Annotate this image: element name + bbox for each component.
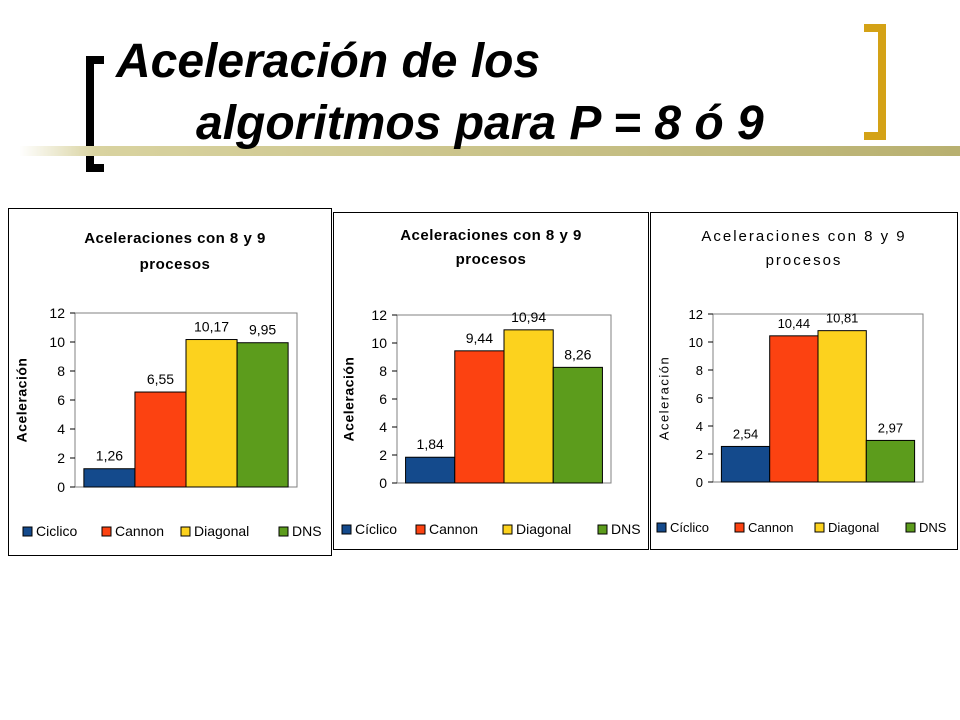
chart-3-data-label-2: 10,44	[778, 316, 811, 331]
chart-3-bar-2	[769, 335, 819, 483]
chart-1: Aceleraciones con 8 y 9 procesos 0 2 4 6 8 10 12…	[8, 208, 332, 556]
chart-3-y-tick-label: 10	[689, 335, 703, 350]
chart-2-bar-2	[454, 350, 505, 484]
chart-2-legend-label-2: Cannon	[429, 521, 478, 537]
chart-2-data-label-2: 9,44	[466, 330, 493, 346]
left-bracket-decoration	[86, 56, 104, 172]
right-bracket-decoration	[864, 24, 886, 140]
chart-1-title-line-2: procesos	[140, 256, 211, 273]
chart-3-y-tick-label: 0	[696, 475, 703, 490]
chart-2-title-line-1: Aceleraciones con 8 y 9	[400, 227, 582, 244]
chart-3-bar-3	[817, 330, 867, 483]
chart-1-legend-swatch-1	[22, 526, 33, 537]
chart-1-bar-2	[134, 391, 187, 488]
chart-3-y-tick-label: 6	[696, 391, 703, 406]
chart-1-y-tick-label: 6	[57, 392, 65, 408]
chart-3-legend-swatch-1	[656, 522, 667, 533]
chart-2-data-label-3: 10,94	[511, 309, 546, 325]
chart-2-legend-label-4: DNS	[611, 521, 641, 537]
chart-1-title-line-1: Aceleraciones con 8 y 9	[84, 230, 266, 247]
chart-2-y-tick-label: 4	[379, 419, 387, 435]
chart-1-y-tick-label: 2	[57, 450, 65, 466]
chart-2-title-line-2: procesos	[456, 251, 527, 268]
chart-3-data-label-4: 2,97	[878, 420, 903, 435]
chart-1-legend-swatch-3	[180, 526, 191, 537]
chart-2-svg: Aceleraciones con 8 y 9 procesos 0 2 4 6 8 10 12…	[341, 227, 641, 537]
chart-2-legend-swatch-1	[341, 524, 352, 535]
chart-2: Aceleraciones con 8 y 9 procesos 0 2 4 6 8 10 12…	[333, 212, 649, 550]
chart-2-data-label-1: 1,84	[417, 436, 444, 452]
chart-2-bar-3	[503, 329, 554, 484]
chart-2-data-label-4: 8,26	[564, 346, 591, 362]
chart-1-legend-label-3: Diagonal	[194, 523, 249, 539]
chart-3-legend-label-2: Cannon	[748, 520, 794, 535]
chart-1-bar-4	[236, 342, 289, 488]
chart-1-y-tick-label: 12	[49, 305, 65, 321]
chart-3-legend-swatch-3	[814, 522, 825, 533]
chart-3-data-label-3: 10,81	[826, 311, 859, 326]
chart-3-bar-1	[720, 445, 771, 483]
chart-3-title-line-2: procesos	[766, 252, 843, 269]
chart-2-bar-4	[552, 366, 603, 484]
title-underline-decoration	[0, 146, 960, 156]
chart-1-data-label-3: 10,17	[194, 319, 229, 335]
chart-1-data-label-2: 6,55	[147, 371, 174, 387]
chart-1-y-axis-label: Aceleración	[14, 358, 30, 443]
chart-1-y-tick-label: 4	[57, 421, 65, 437]
chart-1-bar-1	[83, 468, 136, 488]
chart-3-y-axis-label: Aceleración	[656, 356, 671, 440]
chart-1-svg: Aceleraciones con 8 y 9 procesos 0 2 4 6 8 10 12…	[14, 230, 322, 539]
chart-1-y-tick-label: 10	[49, 334, 65, 350]
chart-1-legend-label-2: Cannon	[115, 523, 164, 539]
chart-3-y-tick-label: 12	[689, 307, 703, 322]
chart-1-legend-label-1: Ciclico	[36, 523, 77, 539]
chart-2-y-tick-label: 2	[379, 447, 387, 463]
chart-3-legend-label-4: DNS	[919, 520, 947, 535]
chart-3: Aceleraciones con 8 y 9 procesos 0 2 4 6 8 10 12…	[650, 212, 958, 550]
chart-3-legend-swatch-2	[734, 522, 745, 533]
chart-2-legend-swatch-2	[415, 524, 426, 535]
chart-1-bar-3	[185, 339, 238, 488]
chart-3-title-line-1: Aceleraciones con 8 y 9	[701, 228, 906, 245]
chart-2-y-tick-label: 12	[371, 307, 387, 323]
chart-2-y-tick-label: 10	[371, 335, 387, 351]
chart-1-legend-swatch-2	[101, 526, 112, 537]
chart-2-y-axis-label: Aceleración	[341, 357, 357, 442]
chart-3-data-label-1: 2,54	[733, 426, 758, 441]
chart-3-bar-4	[865, 439, 916, 483]
chart-1-data-label-1: 1,26	[96, 448, 123, 464]
chart-1-legend-swatch-4	[278, 526, 289, 537]
chart-3-y-tick-label: 8	[696, 363, 703, 378]
chart-1-data-label-4: 9,95	[249, 322, 276, 338]
chart-3-legend-label-3: Diagonal	[828, 520, 879, 535]
chart-1-y-tick-label: 8	[57, 363, 65, 379]
chart-2-legend-label-1: Cíclico	[355, 521, 397, 537]
chart-3-svg: Aceleraciones con 8 y 9 procesos 0 2 4 6 8 10 12…	[656, 228, 947, 535]
chart-3-legend-label-1: Cíclico	[670, 520, 709, 535]
chart-1-legend-label-4: DNS	[292, 523, 322, 539]
chart-2-legend-swatch-3	[502, 524, 513, 535]
chart-2-bar-1	[405, 456, 456, 484]
chart-3-legend-swatch-4	[905, 522, 916, 533]
chart-2-y-tick-label: 8	[379, 363, 387, 379]
slide-title-line-2: algoritmos para P = 8 ó 9	[196, 97, 764, 150]
slide-title-line-1: Aceleración de los	[116, 35, 541, 88]
chart-2-y-tick-label: 0	[379, 475, 387, 491]
chart-2-legend-swatch-4	[597, 524, 608, 535]
chart-1-y-tick-label: 0	[57, 479, 65, 495]
chart-3-y-tick-label: 4	[696, 419, 703, 434]
chart-2-y-tick-label: 6	[379, 391, 387, 407]
chart-3-y-tick-label: 2	[696, 447, 703, 462]
chart-2-legend-label-3: Diagonal	[516, 521, 571, 537]
